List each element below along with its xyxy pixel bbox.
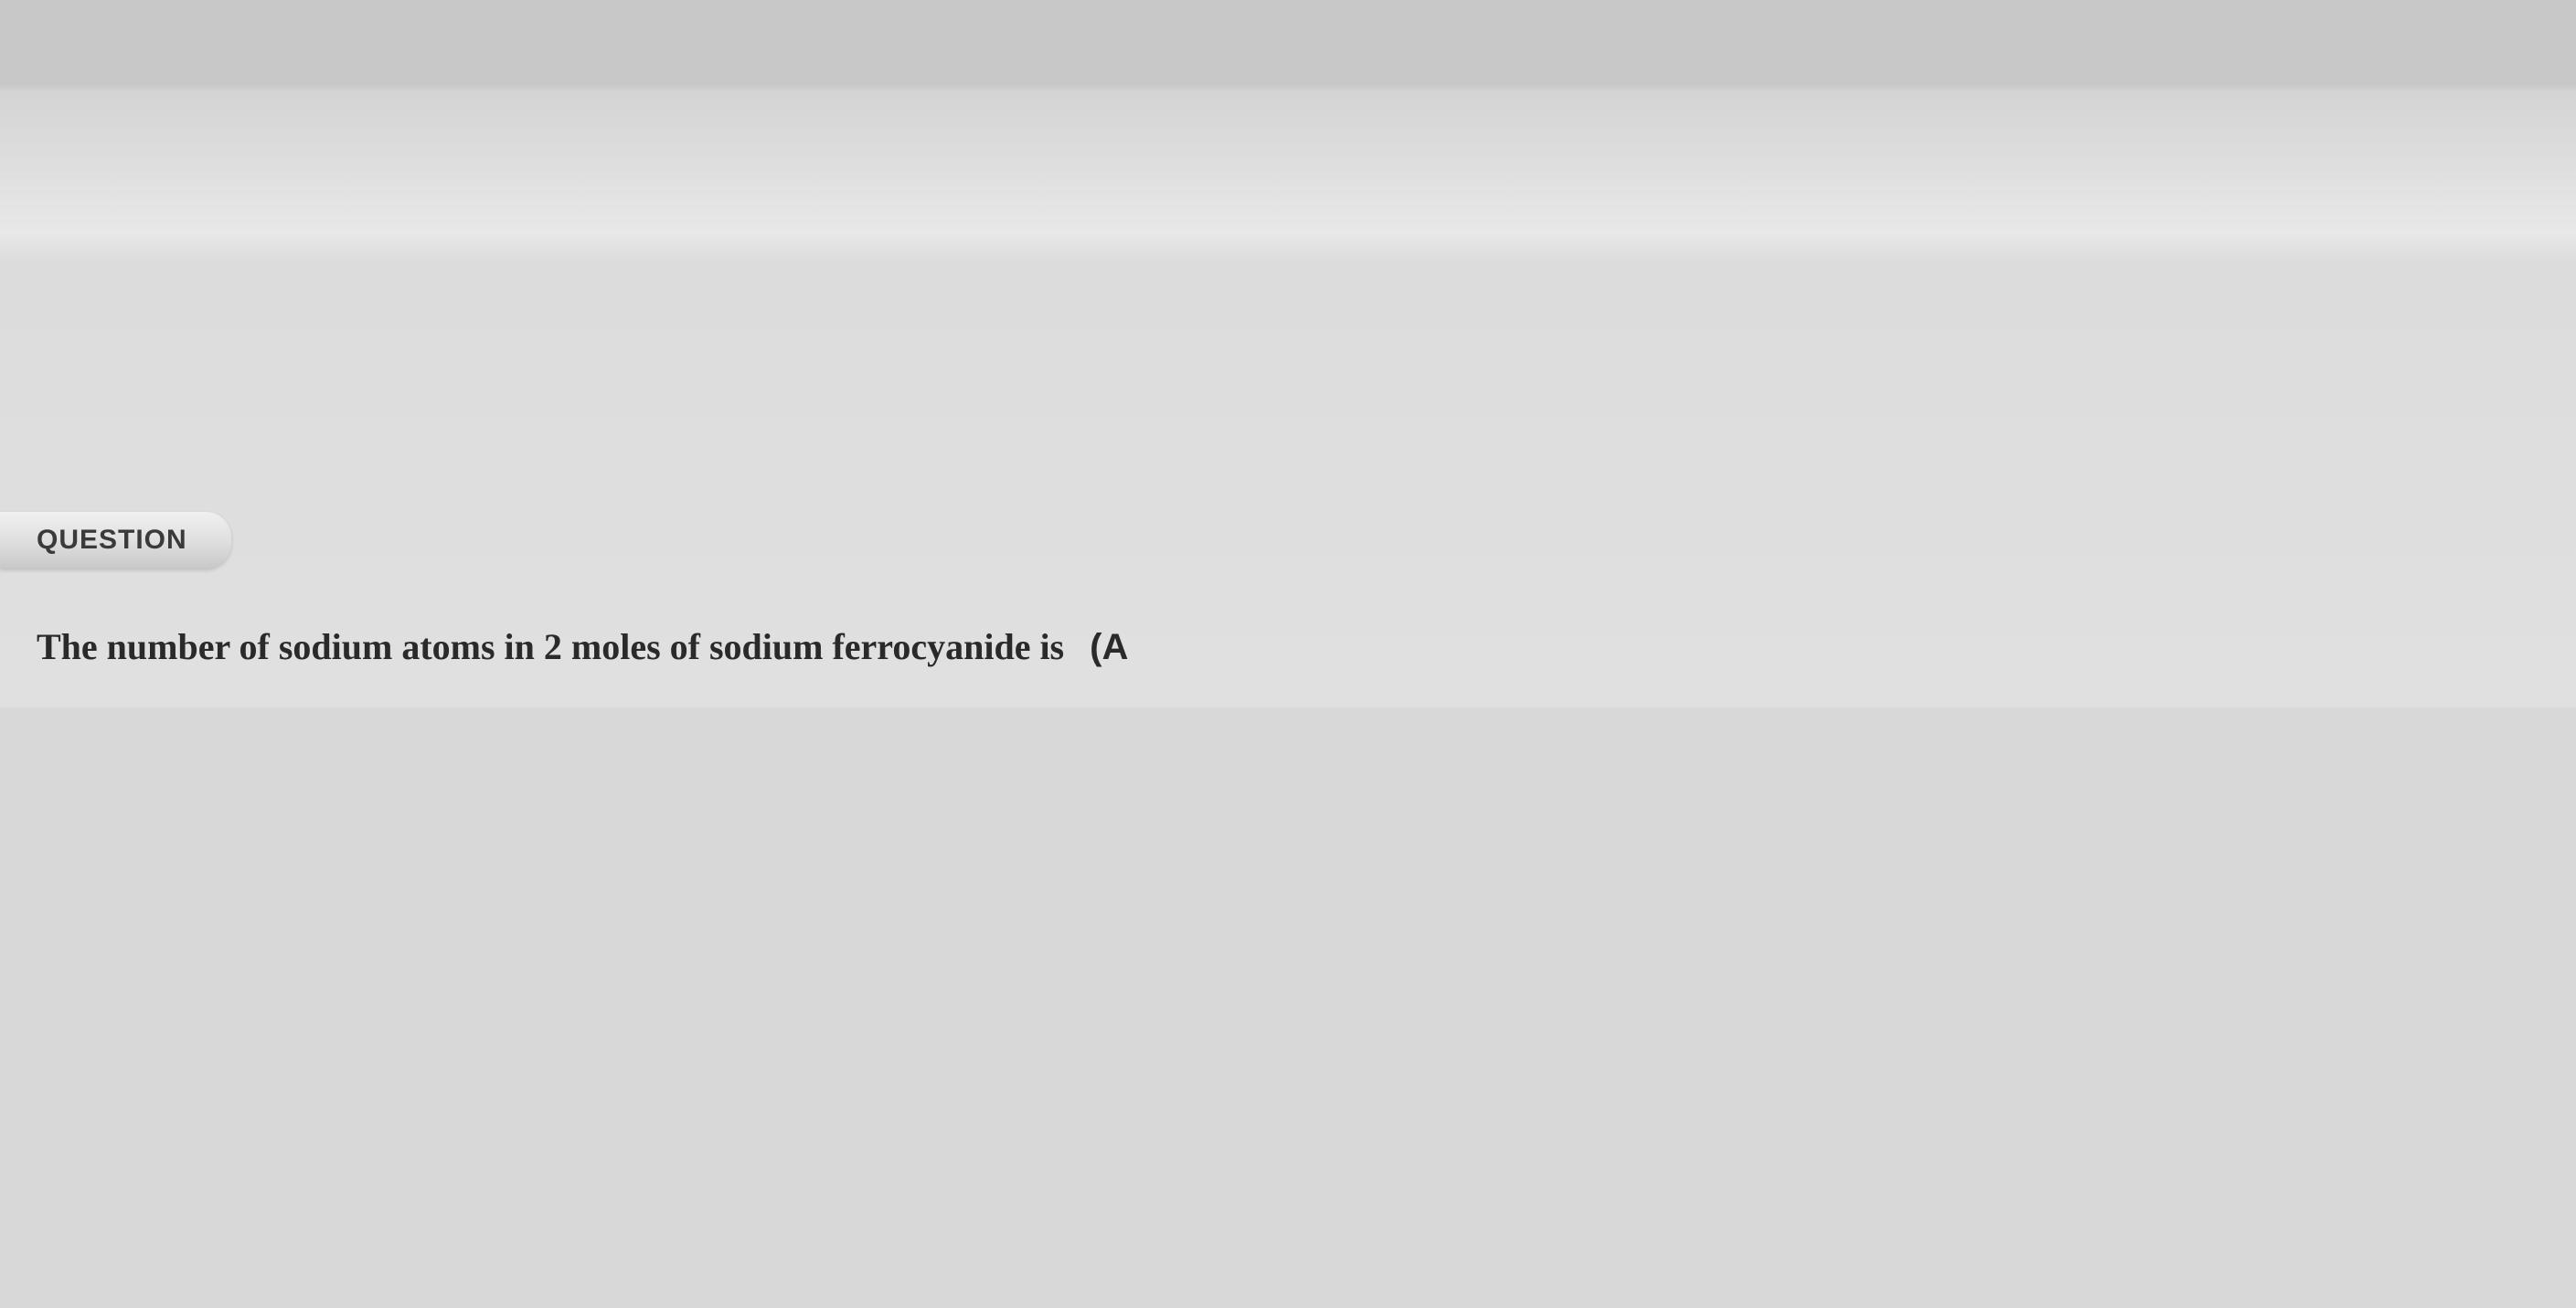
option-marker: (A — [1090, 627, 1128, 667]
question-tab: QUESTION — [0, 512, 231, 569]
top-spacer — [0, 0, 2576, 512]
question-body: The number of sodium atoms in 2 moles of… — [0, 569, 2576, 671]
question-tab-label: QUESTION — [37, 525, 187, 555]
page-container: QUESTION The number of sodium atoms in 2… — [0, 0, 2576, 707]
question-text: The number of sodium atoms in 2 moles of… — [37, 626, 1064, 667]
